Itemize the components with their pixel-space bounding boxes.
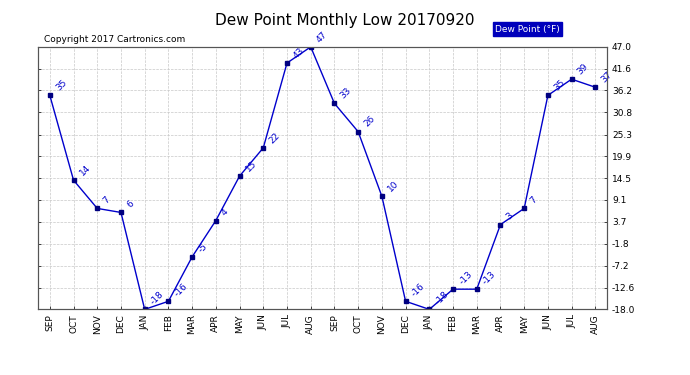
Text: -13: -13 <box>457 270 474 286</box>
Text: 6: 6 <box>125 199 135 210</box>
Text: 22: 22 <box>268 131 282 145</box>
Text: 3: 3 <box>504 211 515 222</box>
Text: -5: -5 <box>196 242 209 254</box>
Text: 43: 43 <box>291 46 306 60</box>
Text: 33: 33 <box>339 86 353 100</box>
Text: 26: 26 <box>362 114 377 129</box>
Text: 4: 4 <box>220 207 230 218</box>
Text: Copyright 2017 Cartronics.com: Copyright 2017 Cartronics.com <box>43 35 185 44</box>
Text: -16: -16 <box>410 282 426 298</box>
Text: 14: 14 <box>78 163 92 177</box>
Text: 35: 35 <box>552 78 566 93</box>
Text: 7: 7 <box>529 195 539 206</box>
Text: 47: 47 <box>315 30 329 44</box>
Text: -16: -16 <box>172 282 189 298</box>
Text: Dew Point (°F): Dew Point (°F) <box>495 25 560 34</box>
Text: -18: -18 <box>149 290 166 307</box>
Text: 15: 15 <box>244 159 258 173</box>
Text: 10: 10 <box>386 179 400 194</box>
Text: 35: 35 <box>54 78 68 93</box>
Text: 39: 39 <box>575 62 590 76</box>
Text: -13: -13 <box>481 270 497 286</box>
Text: 7: 7 <box>101 195 112 206</box>
Text: Dew Point Monthly Low 20170920: Dew Point Monthly Low 20170920 <box>215 13 475 28</box>
Text: -18: -18 <box>433 290 451 307</box>
Text: 37: 37 <box>600 70 614 84</box>
